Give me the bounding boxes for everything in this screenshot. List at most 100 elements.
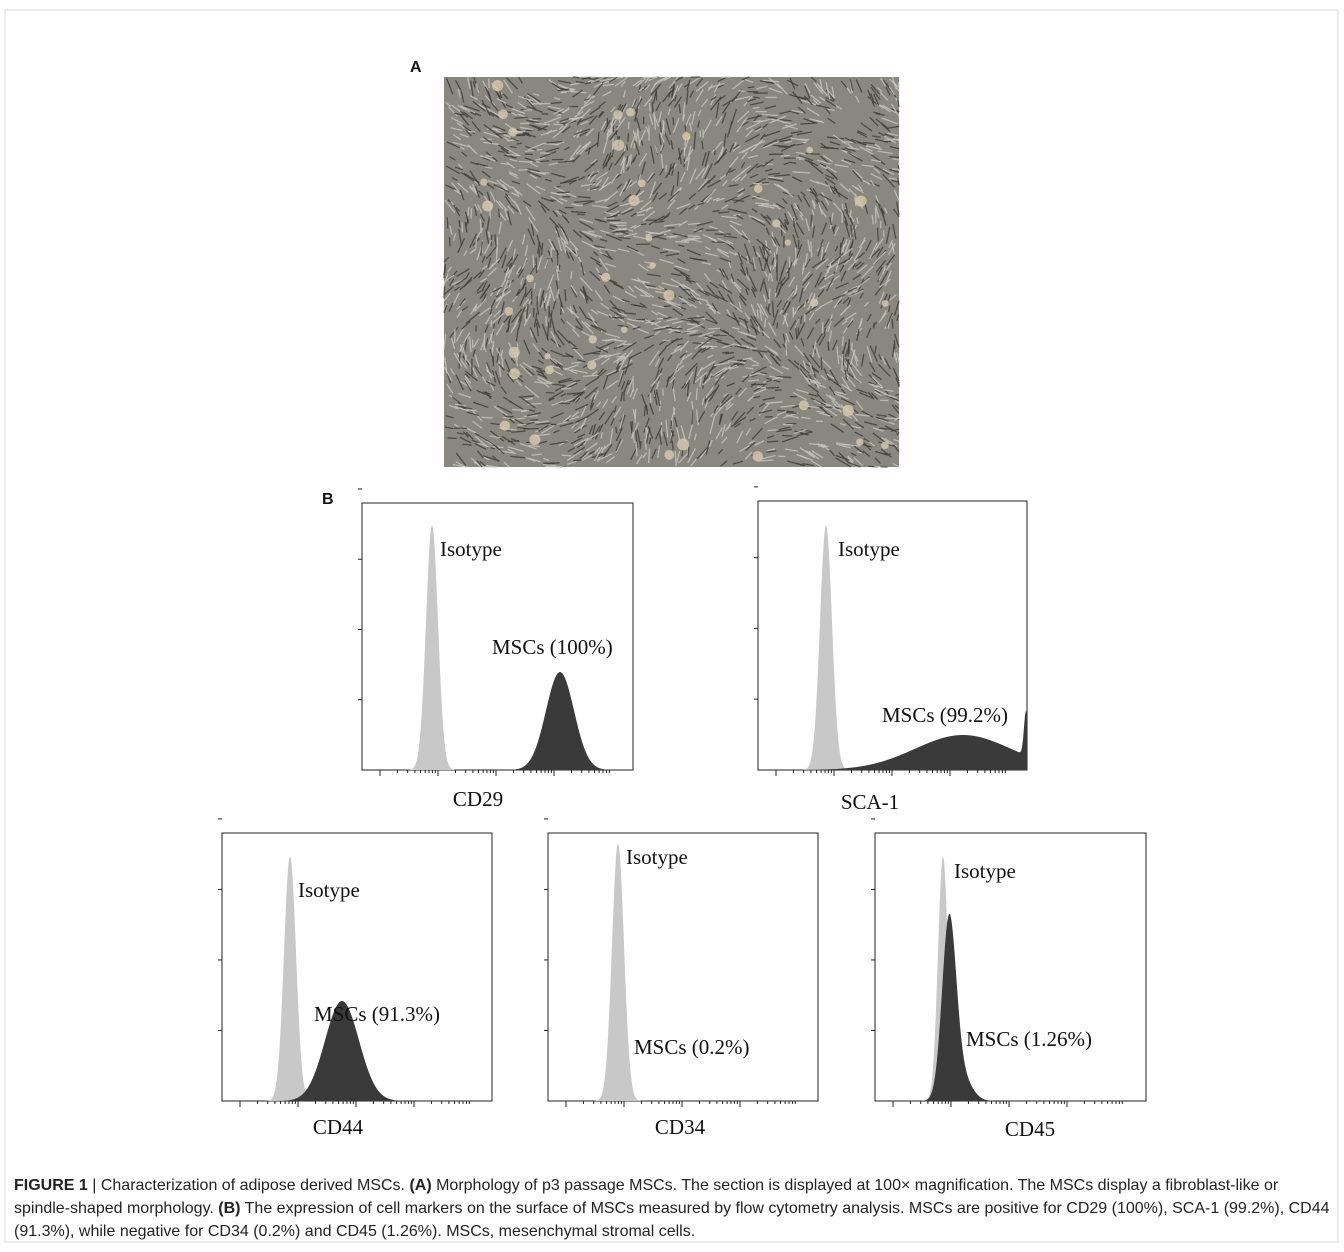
cell [723, 392, 730, 398]
cell [507, 446, 524, 452]
cell [849, 209, 852, 218]
cell [469, 185, 478, 193]
cell [786, 264, 793, 274]
cell [745, 122, 760, 131]
cell [654, 220, 665, 224]
cell [490, 422, 500, 426]
cell [575, 403, 589, 411]
cell [825, 393, 841, 407]
cell [588, 425, 594, 435]
cell [673, 96, 683, 108]
cell [780, 154, 790, 157]
cell [465, 272, 470, 279]
cell [519, 277, 524, 285]
cell [779, 276, 786, 285]
cell [892, 223, 897, 239]
cell [846, 320, 854, 328]
cell [856, 278, 865, 294]
cell [793, 360, 800, 366]
cell [746, 335, 757, 341]
cell [663, 223, 681, 227]
cell [691, 111, 696, 125]
cell [550, 349, 563, 356]
cell [546, 140, 563, 144]
cell [481, 170, 492, 179]
cell [874, 205, 880, 218]
cell [526, 105, 543, 113]
cell [775, 202, 785, 209]
cell [564, 217, 570, 224]
cell [867, 391, 874, 399]
cell [531, 124, 548, 131]
cell [650, 81, 658, 92]
cell [652, 182, 663, 195]
cell [497, 144, 509, 152]
cell [476, 460, 483, 468]
cell [558, 377, 572, 383]
cell [846, 298, 852, 307]
cell [677, 343, 684, 347]
cell [510, 204, 519, 213]
cell [754, 127, 763, 133]
cell [818, 334, 826, 346]
cell [636, 206, 654, 214]
cell [760, 454, 776, 461]
cell [665, 118, 671, 135]
cell [645, 126, 650, 135]
cell [714, 366, 731, 378]
cell [660, 154, 664, 169]
cell [764, 105, 777, 110]
cell [657, 311, 668, 318]
cell [701, 140, 704, 150]
cell [817, 202, 823, 215]
cell [611, 149, 614, 158]
cell [675, 76, 684, 82]
cell [734, 345, 751, 350]
cell [580, 100, 595, 109]
cell [696, 366, 703, 377]
cell [647, 448, 651, 464]
cell [774, 237, 781, 247]
cell [560, 302, 563, 316]
cell [807, 292, 813, 304]
cell [784, 219, 789, 226]
cell [640, 139, 644, 146]
cell [834, 245, 839, 252]
cell [485, 380, 496, 387]
cell [826, 136, 845, 140]
cell [815, 181, 829, 187]
cell [704, 252, 718, 257]
cell [828, 330, 833, 343]
cell [609, 308, 622, 318]
cell [897, 82, 900, 87]
cell [589, 256, 601, 264]
cell [608, 76, 618, 83]
cell [564, 364, 579, 370]
cell [452, 292, 460, 306]
cell [842, 242, 848, 249]
cell [690, 317, 706, 329]
cell [603, 119, 611, 133]
cell [796, 131, 813, 136]
cell [589, 402, 595, 411]
cell [859, 146, 874, 155]
cell [575, 397, 581, 404]
cell [735, 387, 742, 395]
cell [602, 375, 609, 390]
cell [460, 105, 476, 114]
cell [819, 412, 831, 417]
cell [649, 392, 652, 403]
cell [764, 257, 772, 274]
cell [689, 333, 703, 337]
cell [839, 260, 847, 273]
cell [708, 225, 718, 230]
cell [799, 364, 810, 374]
cell [767, 303, 770, 311]
msc-label: MSCs (0.2%) [634, 1035, 750, 1059]
cell [607, 278, 624, 289]
cell [507, 210, 512, 226]
cell [677, 244, 685, 248]
cell [705, 363, 715, 380]
cell [836, 346, 840, 365]
cell [576, 129, 582, 139]
